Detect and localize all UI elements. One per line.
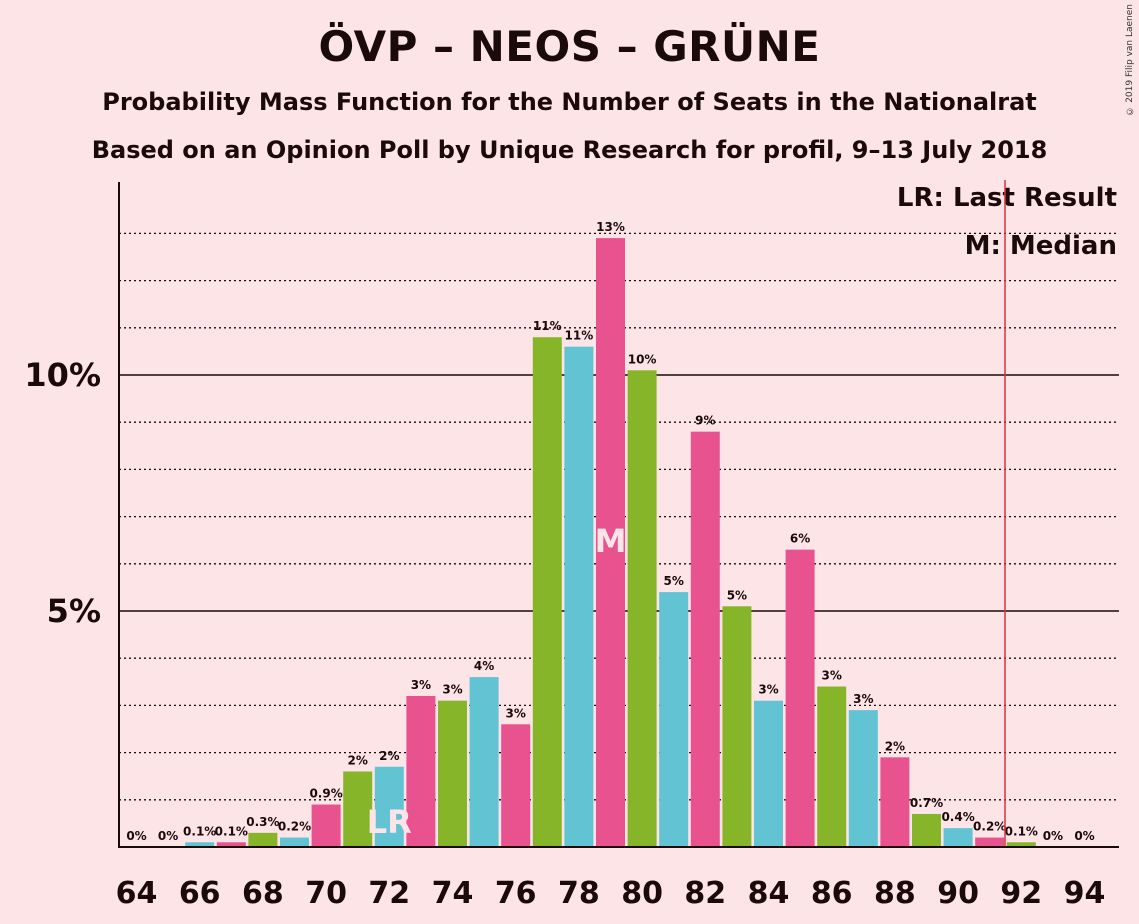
bar [975, 837, 1005, 847]
median-marker: M [595, 522, 627, 560]
bar-value-label: 3% [853, 692, 873, 706]
chart-title: ÖVP – NEOS – GRÜNE [318, 22, 821, 71]
x-tick-label: 80 [621, 876, 663, 911]
bar [280, 837, 309, 847]
bar-value-label: 0% [1043, 829, 1063, 843]
bar-value-label: 0% [1074, 829, 1094, 843]
bar-value-label: 9% [695, 414, 715, 428]
x-tick-label: 78 [558, 876, 600, 911]
bar [596, 238, 625, 847]
bar [564, 346, 594, 847]
x-tick-label: 86 [811, 876, 853, 911]
bar-value-label: 13% [596, 220, 625, 234]
y-tick-label: 5% [47, 592, 101, 630]
bar-value-label: 5% [664, 574, 684, 588]
bar [848, 710, 878, 847]
chart-subtitle: Probability Mass Function for the Number… [102, 88, 1037, 116]
x-tick-label: 66 [179, 876, 221, 911]
legend-median: M: Median [964, 231, 1117, 261]
bar-value-label: 0.2% [278, 820, 311, 834]
bar [912, 813, 941, 847]
bar-value-label: 0.7% [910, 796, 943, 810]
bar [1006, 842, 1036, 847]
bar [627, 370, 657, 847]
bar-value-label: 0% [126, 829, 146, 843]
bar-value-label: 4% [474, 659, 494, 673]
last-result-marker: LR [367, 803, 412, 841]
x-tick-label: 64 [116, 876, 158, 911]
bar-value-label: 6% [790, 532, 810, 546]
chart-source: Based on an Opinion Poll by Unique Resea… [91, 136, 1048, 164]
bar [943, 828, 973, 847]
bar [722, 606, 752, 847]
bar [438, 700, 467, 847]
bar [248, 832, 278, 847]
x-tick-label: 88 [874, 876, 916, 911]
x-tick-label: 70 [305, 876, 347, 911]
bar [374, 766, 404, 847]
x-tick-label: 92 [1000, 876, 1042, 911]
bar-value-label: 11% [533, 319, 562, 333]
bar [659, 592, 689, 847]
bar [469, 677, 499, 847]
bar [754, 700, 783, 847]
bar [532, 337, 562, 847]
bar-value-label: 3% [411, 678, 431, 692]
bar-value-label: 5% [727, 588, 747, 602]
x-tick-label: 76 [495, 876, 537, 911]
x-tick-label: 72 [368, 876, 410, 911]
bar-value-label: 0.1% [215, 824, 248, 838]
bar-value-label: 0.9% [309, 787, 342, 801]
bar [343, 771, 373, 847]
x-tick-label: 84 [748, 876, 790, 911]
bar [785, 549, 815, 847]
bar-value-label: 0% [158, 829, 178, 843]
bar-value-label: 0.2% [973, 820, 1006, 834]
bar [311, 804, 341, 847]
x-tick-label: 68 [242, 876, 284, 911]
x-tick-label: 82 [684, 876, 726, 911]
bar [185, 842, 215, 847]
x-tick-label: 74 [432, 876, 474, 911]
x-tick-label: 90 [937, 876, 979, 911]
bar [817, 686, 847, 847]
y-tick-label: 10% [24, 356, 101, 394]
bar-value-label: 3% [506, 706, 526, 720]
bar [501, 724, 531, 847]
x-tick-label: 94 [1064, 876, 1106, 911]
bar-value-label: 2% [348, 753, 368, 767]
legend-last-result: LR: Last Result [896, 183, 1117, 213]
bar [880, 757, 910, 847]
bar-value-label: 3% [758, 683, 778, 697]
bar [406, 695, 436, 847]
bar-value-label: 3% [442, 683, 462, 697]
bar [216, 842, 246, 847]
bar-value-label: 2% [379, 749, 399, 763]
bar-value-label: 10% [628, 352, 657, 366]
bar-value-label: 0.3% [246, 815, 279, 829]
bar-value-label: 0.1% [183, 824, 216, 838]
bar-value-label: 0.1% [1005, 824, 1038, 838]
bar-value-label: 2% [885, 739, 905, 753]
bar [690, 431, 720, 847]
bar-value-label: 0.4% [941, 810, 974, 824]
bar-value-label: 3% [822, 669, 842, 683]
bar-value-label: 11% [565, 329, 594, 343]
